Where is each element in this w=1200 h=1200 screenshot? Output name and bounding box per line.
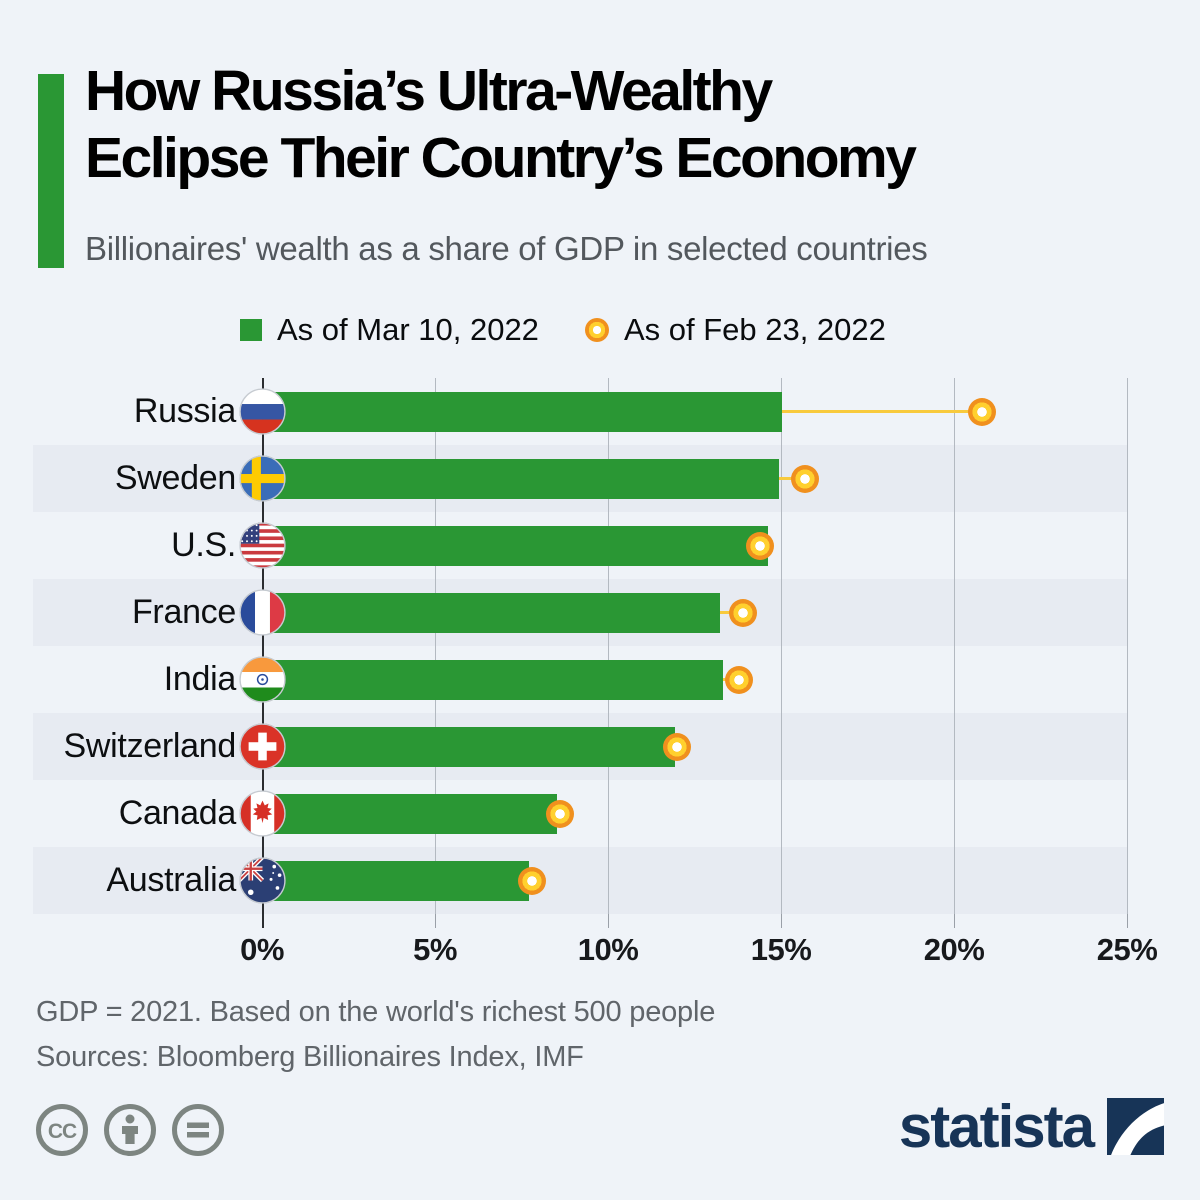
change-connector-line — [782, 410, 982, 413]
bar-chart: 0% 5% 10% 15% 20% 25% Russia Sweden U.S. Franc… — [0, 378, 1200, 967]
wealth-bar-mar10 — [263, 458, 779, 499]
india-flag-icon — [238, 656, 286, 703]
wealth-bar-mar10 — [263, 793, 558, 834]
gridline — [1127, 378, 1128, 914]
russia-flag-icon — [238, 388, 286, 435]
legend-item-feb23: As of Feb 23, 2022 — [584, 312, 886, 348]
wealth-bar-mar10 — [263, 391, 782, 432]
australia-flag-icon — [238, 857, 286, 904]
axis-tick — [262, 914, 264, 928]
wealth-dot-feb23 — [663, 732, 692, 761]
chart-legend: As of Mar 10, 2022 As of Feb 23, 2022 — [240, 312, 886, 348]
country-label: Australia — [106, 861, 236, 899]
switzerland-flag-icon — [238, 723, 286, 770]
chart-row-canada: Canada — [0, 780, 1200, 847]
country-label: Sweden — [114, 459, 236, 497]
no-derivatives-icon — [172, 1104, 224, 1156]
license-icons: CC — [35, 1103, 225, 1157]
footnote-gdp: GDP = 2021. Based on the world's richest… — [36, 996, 716, 1028]
legend-label: As of Mar 10, 2022 — [277, 312, 539, 347]
chart-row-france: France — [0, 579, 1200, 646]
gridline — [781, 378, 782, 914]
gridline — [608, 378, 609, 914]
axis-tick — [781, 914, 782, 928]
country-label: U.S. — [171, 526, 236, 564]
wealth-bar-mar10 — [263, 592, 720, 633]
canada-flag-icon — [238, 790, 286, 837]
axis-tick — [435, 914, 436, 928]
wealth-dot-feb23 — [791, 464, 820, 493]
footnote-sources: Sources: Bloomberg Billionaires Index, I… — [36, 1041, 584, 1073]
wealth-bar-mar10 — [263, 726, 675, 767]
axis-tick — [608, 914, 609, 928]
title-line-2: Eclipse Their Country’s Economy — [85, 126, 917, 190]
chart-subtitle: Billionaires' wealth as a share of GDP i… — [85, 230, 928, 267]
legend-item-mar10: As of Mar 10, 2022 — [240, 312, 539, 348]
axis-tick — [954, 914, 955, 928]
page-title: How Russia’s Ultra-Wealthy Eclipse Their… — [85, 58, 917, 192]
gridline — [954, 378, 955, 914]
axis-tick-label: 25% — [1096, 932, 1158, 967]
gridline — [435, 378, 436, 914]
title-line-1: How Russia’s Ultra-Wealthy — [85, 59, 773, 123]
us-flag-icon — [238, 522, 286, 569]
wealth-dot-feb23 — [545, 799, 574, 828]
wealth-bar-mar10 — [263, 659, 724, 700]
axis-tick-label: 20% — [923, 932, 985, 967]
axis-tick-label: 15% — [750, 932, 812, 967]
wealth-bar-mar10 — [263, 525, 769, 566]
statista-wordmark: statista — [898, 1092, 1095, 1160]
chart-row-sweden: Sweden — [0, 445, 1200, 512]
wealth-dot-feb23 — [728, 598, 757, 627]
legend-label: As of Feb 23, 2022 — [623, 312, 886, 347]
title-accent-bar — [38, 74, 64, 268]
axis-tick — [1127, 914, 1128, 928]
country-label: Switzerland — [63, 727, 237, 765]
wealth-dot-feb23 — [517, 866, 546, 895]
country-label: India — [163, 660, 237, 698]
green-square-icon — [240, 319, 262, 341]
chart-row-australia: Australia — [0, 847, 1200, 914]
wealth-dot-feb23 — [967, 397, 996, 426]
wealth-dot-feb23 — [746, 531, 775, 560]
chart-footnotes: GDP = 2021. Based on the world's richest… — [36, 990, 715, 1080]
sweden-flag-icon — [238, 455, 286, 502]
statista-swoosh-icon — [1107, 1098, 1164, 1155]
country-label: France — [131, 593, 236, 631]
chart-row-us: U.S. — [0, 512, 1200, 579]
axis-tick-label: 5% — [413, 932, 457, 967]
wealth-bar-mar10 — [263, 860, 530, 901]
row-band — [33, 847, 1127, 914]
attribution-icon — [104, 1104, 156, 1156]
country-label: Canada — [118, 794, 237, 832]
axis-zero-line — [262, 378, 264, 914]
chart-row-russia: Russia — [0, 378, 1200, 445]
axis-tick-label: 10% — [577, 932, 639, 967]
cc-icon: CC — [36, 1104, 88, 1156]
wealth-dot-feb23 — [725, 665, 754, 694]
france-flag-icon — [238, 589, 286, 636]
svg-text:CC: CC — [48, 1120, 77, 1143]
country-label: Russia — [133, 392, 236, 430]
statista-logo: statista — [898, 1092, 1164, 1160]
axis-tick-label: 0% — [240, 932, 284, 967]
chart-row-india: India — [0, 646, 1200, 713]
chart-row-switzerland: Switzerland — [0, 713, 1200, 780]
yellow-ring-icon — [584, 318, 609, 342]
